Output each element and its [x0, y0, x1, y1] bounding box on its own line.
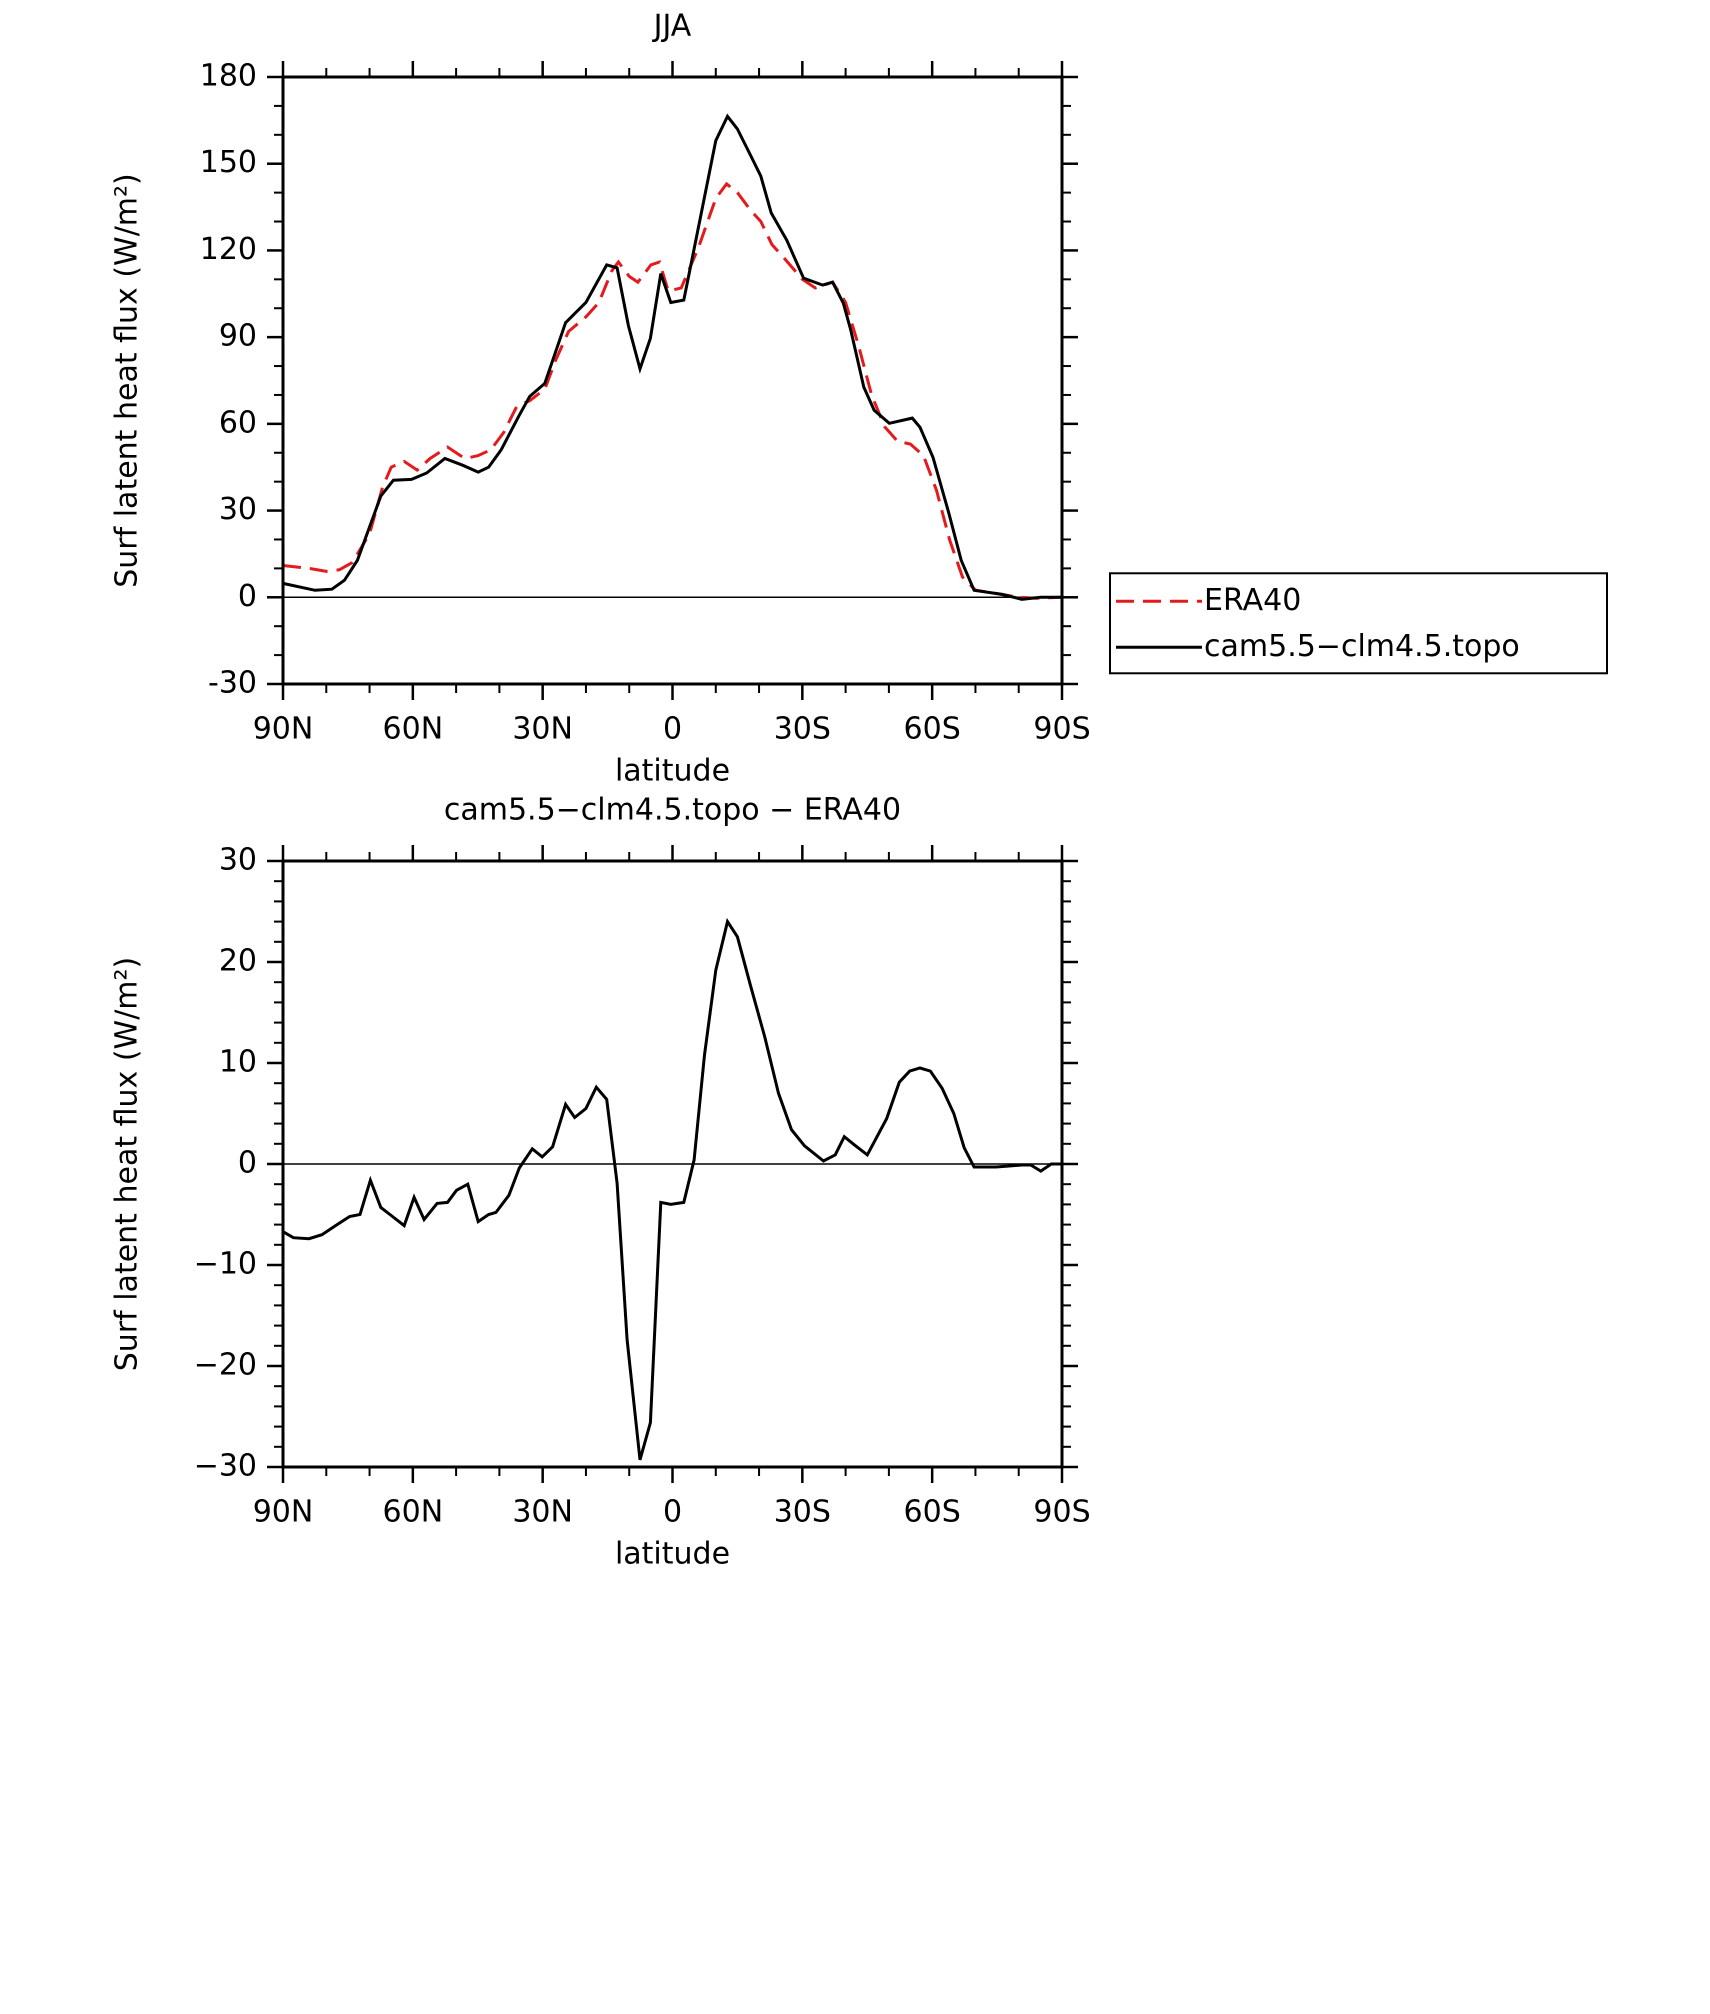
y-tick-label: 150 — [200, 145, 257, 180]
y-tick-label: 180 — [200, 59, 257, 94]
x-tick-label: 30N — [512, 712, 573, 747]
x-tick-label: 0 — [663, 712, 682, 747]
y-tick-label: -30 — [208, 666, 257, 701]
y-tick-label: 120 — [200, 232, 257, 267]
plot-frame — [281, 859, 1064, 1469]
x-axis-label: latitude — [615, 754, 730, 789]
y-tick-label: −30 — [194, 1449, 257, 1484]
y-tick-label: 30 — [219, 492, 257, 527]
x-tick-label: 90S — [1033, 712, 1090, 747]
x-tick-label: 30S — [774, 1495, 831, 1530]
y-axis-label: Surf latent heat flux (W/m²) — [110, 173, 145, 588]
x-tick-label: 90N — [253, 712, 314, 747]
y-tick-label: −20 — [194, 1348, 257, 1383]
chart-title: cam5.5−clm4.5.topo − ERA40 — [444, 793, 901, 828]
plot-frame — [281, 75, 1064, 686]
data-line — [282, 113, 1062, 601]
legend-label: cam5.5−clm4.5.topo — [1204, 629, 1520, 664]
y-tick-label: −10 — [194, 1247, 257, 1282]
y-tick-label: 20 — [219, 944, 257, 979]
x-tick-label: 90S — [1033, 1495, 1090, 1530]
x-tick-label: 60S — [904, 712, 961, 747]
x-tick-label: 60N — [383, 712, 444, 747]
x-tick-label: 30N — [512, 1495, 573, 1530]
legend-box — [1109, 572, 1608, 675]
y-tick-label: 0 — [238, 579, 257, 614]
legend-label: ERA40 — [1204, 583, 1301, 618]
y-tick-label: 90 — [219, 319, 257, 354]
y-tick-label: 60 — [219, 405, 257, 440]
x-tick-label: 60S — [904, 1495, 961, 1530]
y-tick-label: 0 — [238, 1146, 257, 1181]
y-axis-label: Surf latent heat flux (W/m²) — [110, 957, 145, 1372]
x-axis-label: latitude — [615, 1537, 730, 1572]
data-line — [282, 181, 1063, 600]
y-tick-label: 10 — [219, 1045, 257, 1080]
x-tick-label: 90N — [253, 1495, 314, 1530]
chart-title: JJA — [652, 9, 692, 44]
x-tick-label: 30S — [774, 712, 831, 747]
y-tick-label: 30 — [219, 843, 257, 878]
x-tick-label: 0 — [663, 1495, 682, 1530]
data-line — [282, 917, 1062, 1461]
x-tick-label: 60N — [383, 1495, 444, 1530]
